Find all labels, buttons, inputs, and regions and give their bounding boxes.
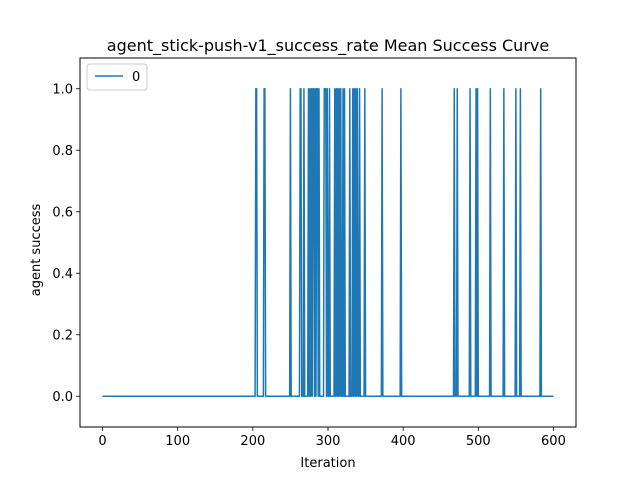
- x-tick-label-500: 500: [466, 434, 491, 449]
- series-line-0: [102, 88, 554, 397]
- legend-label-series-0: 0: [132, 70, 140, 85]
- x-axis-label: Iteration: [300, 456, 355, 471]
- legend-box: [86, 63, 148, 91]
- plot-area-frame: [79, 57, 577, 428]
- y-tick-label-1: 0.2: [52, 328, 73, 343]
- x-axis: 0 100 200 300 400 500 600 Iteration: [98, 427, 566, 471]
- y-ticks: 0.0 0.2 0.4 0.6 0.8 1.0: [52, 82, 80, 405]
- chart-title: agent_stick-push-v1_success_rate Mean Su…: [107, 36, 549, 56]
- y-axis-label: agent success: [29, 204, 44, 297]
- y-tick-label-2: 0.4: [52, 267, 73, 282]
- y-tick-label-3: 0.6: [52, 205, 73, 220]
- x-tick-label-0: 0: [98, 434, 106, 449]
- x-tick-label-400: 400: [391, 434, 416, 449]
- x-tick-label-300: 300: [316, 434, 341, 449]
- x-tick-label-600: 600: [541, 434, 566, 449]
- x-tick-label-200: 200: [240, 434, 265, 449]
- y-tick-label-5: 1.0: [52, 82, 73, 97]
- x-tick-label-100: 100: [165, 434, 190, 449]
- y-tick-label-0: 0.0: [52, 390, 73, 405]
- y-tick-label-4: 0.8: [52, 144, 73, 159]
- legend: 0: [86, 63, 148, 91]
- y-axis: 0.0 0.2 0.4 0.6 0.8 1.0 agent success: [29, 82, 80, 405]
- x-ticks: 0 100 200 300 400 500 600: [98, 427, 566, 449]
- series-layer: [102, 88, 554, 397]
